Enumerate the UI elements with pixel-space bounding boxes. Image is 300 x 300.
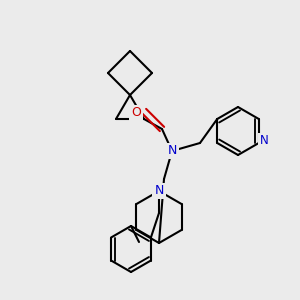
Text: N: N (167, 145, 177, 158)
Text: N: N (260, 134, 268, 148)
Text: O: O (131, 106, 141, 119)
Text: N: N (154, 184, 164, 197)
